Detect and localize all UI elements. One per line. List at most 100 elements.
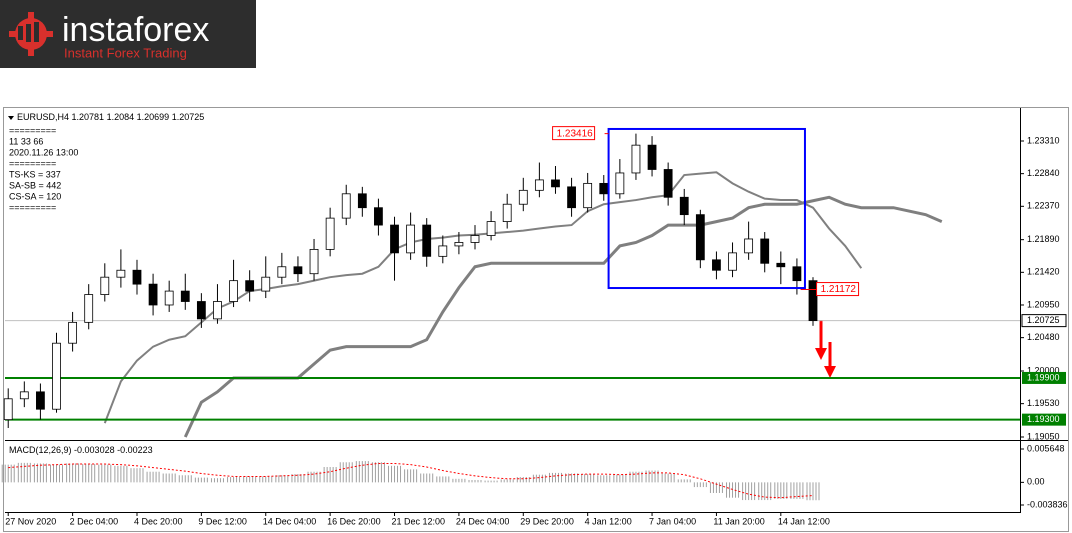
candle-body (132, 269, 142, 285)
candle-body (631, 144, 641, 174)
candle-body (100, 276, 110, 295)
candle-body (679, 196, 689, 216)
logo-icon (9, 12, 53, 56)
level-label-box (1022, 371, 1066, 384)
candle-body (551, 179, 560, 188)
x-tick-label: 16 Dec 20:00 (327, 516, 381, 526)
current-price-box (1021, 314, 1067, 328)
y-tick-label: 1.20000 (1027, 365, 1060, 375)
header-value: 1.2084 (107, 112, 135, 122)
y-tick-label: 0.00 (1027, 477, 1045, 487)
candle-body (196, 301, 206, 320)
x-tick-label: 29 Dec 20:00 (520, 516, 574, 526)
x-tick-label: 11 Jan 20:00 (713, 516, 764, 526)
header-value: 1.20781 (72, 112, 105, 122)
candle-body (68, 321, 78, 344)
logo-name: instaforex (62, 11, 209, 49)
candle-body (534, 179, 544, 191)
info-line: ========= (9, 125, 56, 135)
candle-body (277, 266, 287, 278)
y-tick-label: 1.22840 (1027, 168, 1060, 178)
macd-value: -0.003028 (74, 445, 115, 455)
forecast-arrows (815, 320, 836, 378)
candle-body (116, 269, 126, 278)
candle-body (180, 290, 190, 302)
candle-body (470, 235, 480, 243)
x-tick-label: 4 Dec 20:00 (134, 516, 183, 526)
candle-body (309, 248, 319, 275)
level-label-box (1022, 413, 1066, 426)
candle-body (599, 182, 609, 195)
x-tick-label: 4 Jan 12:00 (585, 516, 632, 526)
symbol-header: EURUSD,H4 1.20781 1.2084 1.20699 1.20725 (17, 112, 204, 122)
candle-body (406, 224, 416, 254)
y-tick-label: 1.21890 (1027, 234, 1060, 244)
candle-body (615, 172, 625, 195)
candle-body (148, 283, 158, 306)
y-tick-label: 1.21420 (1027, 267, 1060, 277)
y-tick-label: 1.23310 (1027, 135, 1060, 145)
x-tick-label: 27 Nov 2020 (5, 516, 56, 526)
candle-body (486, 221, 496, 236)
candle-body (213, 301, 222, 320)
candle-body (583, 182, 593, 209)
signal-line (8, 462, 814, 499)
logo-tagline: Instant Forex Trading (64, 45, 187, 60)
menu-arrow (8, 116, 14, 120)
candle-body (374, 207, 383, 226)
indicator-line (183, 195, 943, 438)
candle-body (744, 238, 754, 254)
x-tick-label: 2 Dec 04:00 (70, 516, 119, 526)
annotation-label: 1.23416 (557, 128, 594, 139)
candle-body (728, 252, 737, 271)
macd-title: MACD(12,26,9) -0.003028 -0.00223 (9, 445, 153, 455)
current-price-label: 1.20725 (1027, 315, 1060, 325)
candle-body (36, 391, 45, 410)
candle-body (438, 245, 448, 257)
candle-body (390, 224, 399, 254)
y-tick-label: 1.20950 (1027, 299, 1060, 309)
y-tick-label: 1.20480 (1027, 332, 1060, 342)
range-box (607, 127, 806, 290)
candle-body (245, 280, 255, 292)
x-tick-label: 7 Jan 04:00 (649, 516, 696, 526)
candle-body (567, 186, 576, 209)
chart-frame (3, 107, 1069, 532)
candle-body (84, 294, 94, 323)
candle-body (325, 217, 335, 250)
info-line: SA-SB = 442 (9, 180, 61, 190)
candle-body (422, 224, 432, 257)
x-tick-label: 14 Jan 12:00 (778, 516, 830, 526)
y-tick-label: 0.005648 (1027, 443, 1065, 453)
candle-body (19, 391, 29, 400)
y-tick-label: 1.22370 (1027, 201, 1060, 211)
candle-body (647, 144, 657, 170)
info-line: ========= (9, 202, 56, 212)
candle-body (357, 193, 367, 209)
y-tick-label: 1.19530 (1027, 398, 1060, 408)
macd-name: MACD(12,26,9) (9, 445, 72, 455)
header-value: 1.20699 (137, 112, 170, 122)
info-line: 11 33 66 (9, 136, 43, 146)
candle-body (3, 398, 13, 421)
candle-body (52, 342, 61, 410)
y-tick-label: 1.19050 (1027, 431, 1060, 441)
candle-body (341, 193, 351, 219)
candle-body (293, 266, 303, 275)
annotation-label: 1.21172 (821, 284, 857, 295)
x-tick-label: 24 Dec 04:00 (456, 516, 510, 526)
candle-body (712, 259, 721, 271)
candle-body (454, 242, 464, 247)
annotation-box (552, 126, 596, 141)
candle-body (261, 276, 271, 292)
level-label: 1.19900 (1027, 372, 1060, 382)
candle-body (760, 238, 770, 264)
x-tick-label: 9 Dec 12:00 (198, 516, 247, 526)
candle-body (792, 266, 802, 282)
y-tick-label: -0.003836 (1027, 499, 1068, 509)
x-tick-label: 14 Dec 04:00 (263, 516, 317, 526)
candle-body (663, 169, 673, 198)
symbol: EURUSD,H4 (17, 112, 69, 122)
